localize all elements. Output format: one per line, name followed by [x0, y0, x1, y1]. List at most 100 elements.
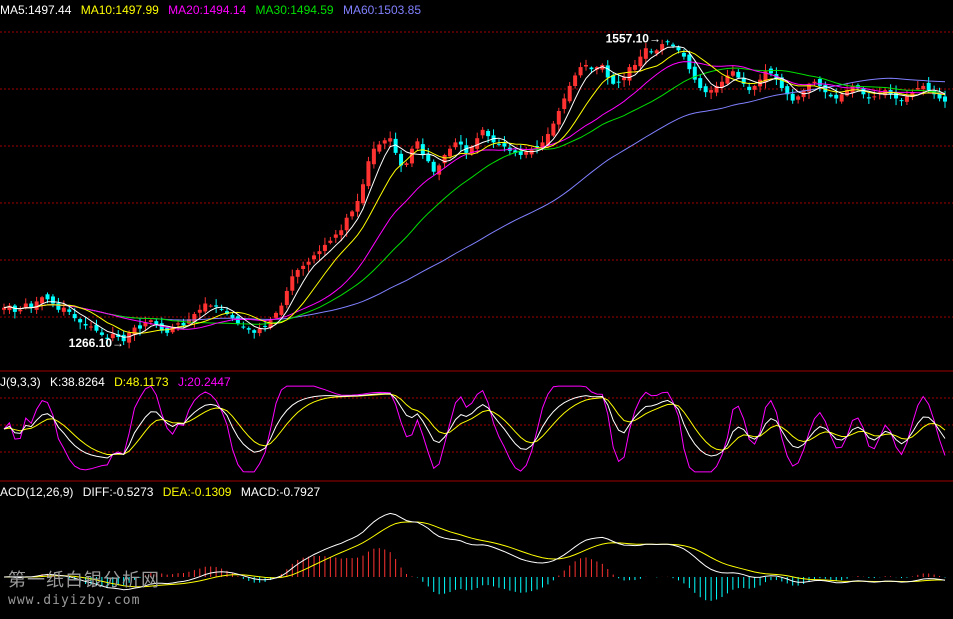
candle-body [263, 325, 268, 327]
candle-body [89, 326, 94, 328]
candle-body [377, 144, 382, 152]
candle-body [170, 327, 175, 333]
kdj-k-label: K:38.8264 [50, 375, 105, 389]
candle-body [665, 41, 670, 43]
candle-body [312, 255, 317, 260]
candle-body [339, 230, 344, 236]
ma60-line [3, 77, 946, 321]
candle-body [279, 305, 284, 315]
candle-body [99, 332, 104, 335]
high-price-label: 1557.10→ [606, 32, 661, 46]
candle-body [807, 83, 812, 92]
macd-diff-line [3, 512, 946, 591]
candle-body [605, 65, 610, 78]
candle-body [747, 86, 752, 91]
candle-body [812, 81, 817, 84]
candle-body [486, 130, 491, 137]
ma20-label: MA20:1494.14 [168, 3, 247, 17]
candle-body [225, 311, 230, 314]
candle-body [594, 67, 599, 70]
ma-legend: MA5:1497.44 MA10:1497.99 MA20:1494.14 MA… [0, 3, 427, 17]
candle-body [502, 143, 507, 147]
candle-body [834, 94, 839, 99]
kdj-d-label: D:48.1173 [114, 375, 169, 389]
candle-body [611, 75, 616, 84]
ma10-label: MA10:1497.99 [80, 3, 159, 17]
macd-dea-line [3, 521, 946, 588]
candle-body [23, 303, 28, 309]
candle-body [143, 322, 148, 327]
candle-body [524, 151, 529, 155]
candle-body [638, 56, 643, 67]
candle-body [306, 261, 311, 265]
candle-body [219, 308, 224, 310]
candle-body [937, 92, 942, 99]
candle-body [796, 96, 801, 100]
candle-body [393, 138, 398, 153]
candle-body [121, 334, 126, 342]
candle-body [56, 303, 61, 310]
ma5-label: MA5:1497.44 [0, 3, 72, 17]
candle-body [45, 294, 50, 300]
candle-body [671, 44, 676, 47]
ma20-line [3, 61, 946, 330]
candle-body [154, 321, 159, 325]
kdj-k-line [3, 393, 946, 459]
candle-body [34, 301, 39, 310]
candle-body [921, 85, 926, 90]
candle-body [284, 290, 289, 305]
candle-body [676, 47, 681, 51]
candle-body [7, 305, 12, 311]
candle-body [709, 90, 714, 93]
candle-body [382, 140, 387, 144]
candle-body [562, 98, 567, 110]
candle-body [817, 78, 822, 86]
candle-body [790, 93, 795, 101]
candle-body [360, 184, 365, 204]
candle-body [845, 90, 850, 96]
candle-body [50, 296, 55, 304]
candle-body [409, 148, 414, 164]
kdj-j-label: J:20.2447 [177, 375, 231, 389]
candle-body [719, 81, 724, 88]
candle-body [518, 150, 523, 155]
macd-diff-label: DIFF:-0.5273 [82, 485, 154, 499]
candle-body [176, 323, 181, 325]
kdj-d-line [3, 393, 946, 455]
candle-body [578, 67, 583, 76]
candle-body [926, 82, 931, 91]
kdj-legend: J(9,3,3) K:38.8264 D:48.1173 J:20.2447 [0, 375, 237, 389]
candle-body [703, 86, 708, 93]
candle-body [698, 78, 703, 88]
candle-body [137, 325, 142, 329]
candle-body [241, 326, 246, 328]
candle-body [785, 86, 790, 95]
candle-body [67, 309, 72, 312]
candle-body [186, 319, 191, 324]
candle-body [839, 94, 844, 102]
candle-body [627, 67, 632, 81]
candle-body [148, 320, 153, 322]
candle-body [453, 142, 458, 148]
candle-body [328, 240, 333, 243]
candle-body [322, 244, 327, 251]
ma5-line [3, 46, 946, 338]
candle-body [40, 297, 45, 304]
macd-dea-label: DEA:-0.1309 [162, 485, 232, 499]
candle-body [197, 309, 202, 313]
candle-body [475, 138, 480, 149]
ma60-label: MA60:1503.85 [342, 3, 422, 17]
candle-body [725, 75, 730, 84]
candle-body [752, 85, 757, 90]
candle-body [823, 85, 828, 93]
candle-body [513, 150, 518, 153]
candle-body [714, 85, 719, 93]
candle-body [442, 154, 447, 164]
candle-body [404, 163, 409, 165]
candle-body [660, 44, 665, 51]
candle-body [589, 67, 594, 70]
candle-body [643, 48, 648, 59]
candle-body [779, 77, 784, 88]
candle-body [681, 52, 686, 57]
candle-body [366, 161, 371, 187]
